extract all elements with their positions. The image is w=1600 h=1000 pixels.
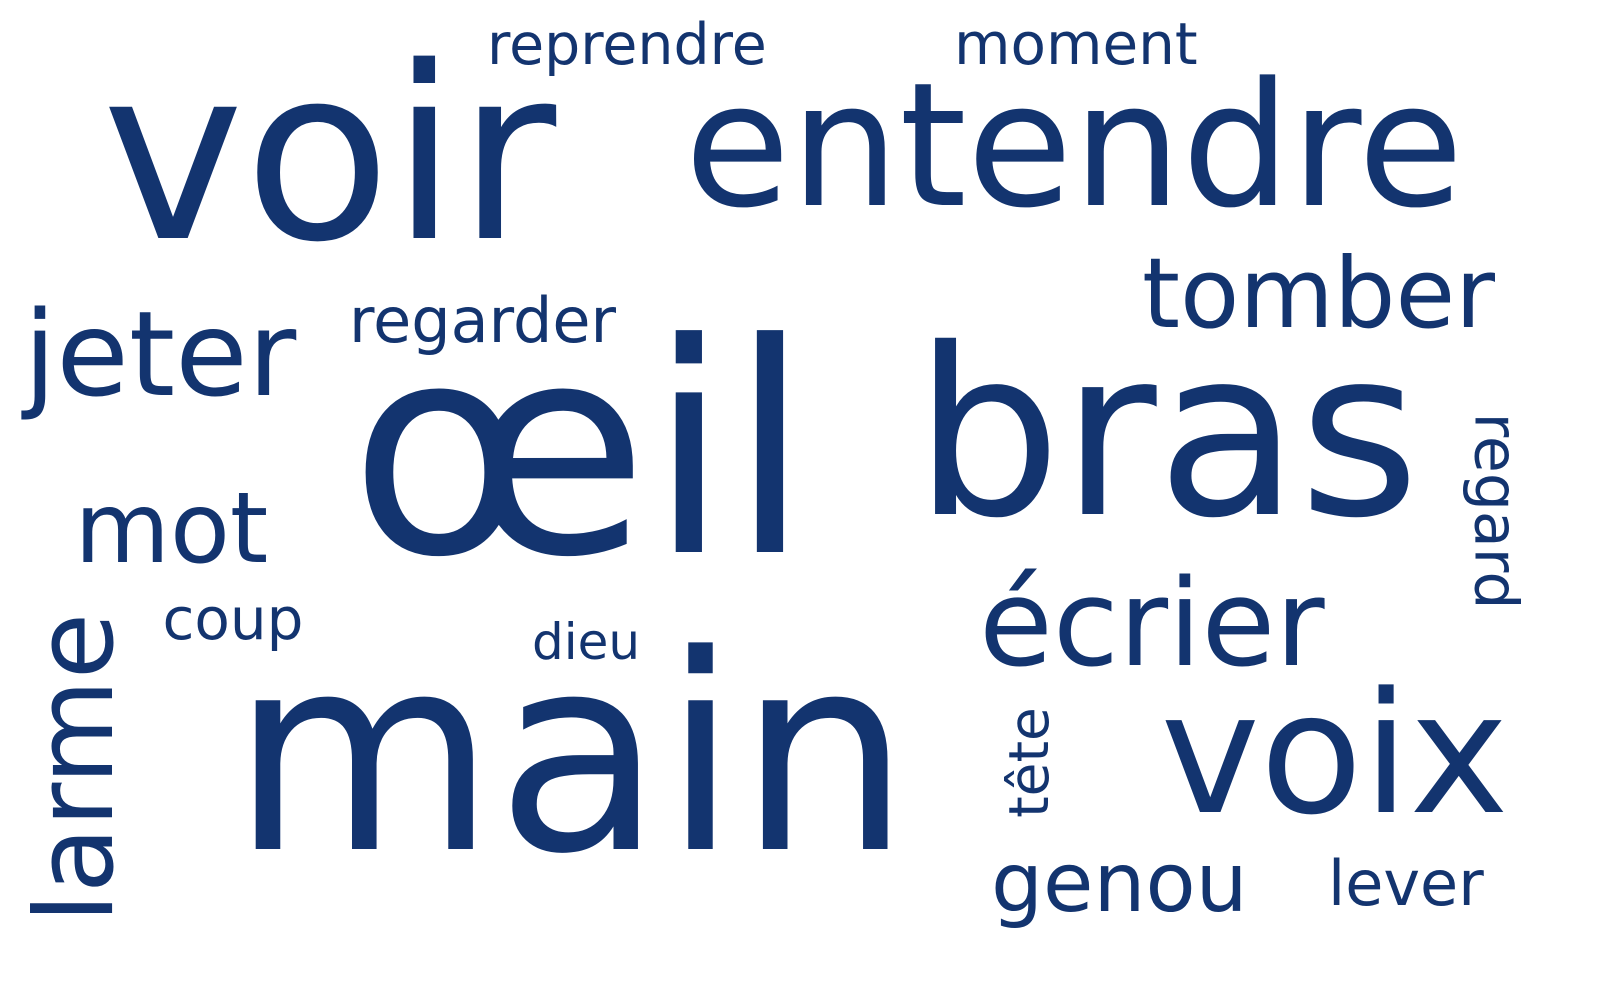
word-oeil: œil: [349, 281, 811, 621]
word-tomber: tomber: [1142, 237, 1495, 350]
word-moment: moment: [954, 10, 1198, 78]
word-entendre: entendre: [684, 45, 1464, 246]
word-larme: larme: [13, 612, 139, 924]
word-regard: regard: [1459, 412, 1530, 610]
word-reprendre: reprendre: [487, 11, 767, 78]
word-genou: genou: [991, 836, 1248, 931]
word-voix: voix: [1160, 656, 1509, 852]
word-voir: voir: [102, 15, 557, 295]
word-main: main: [231, 598, 911, 914]
word-bras: bras: [914, 299, 1420, 569]
word-tete: tête: [996, 706, 1061, 818]
word-dieu: dieu: [532, 613, 641, 671]
word-ecrier: écrier: [979, 555, 1325, 694]
word-jeter: jeter: [23, 285, 297, 423]
word-regarder: regarder: [349, 284, 617, 357]
word-lever: lever: [1328, 847, 1484, 920]
word-coup: coup: [162, 585, 304, 653]
word-mot: mot: [74, 472, 269, 586]
